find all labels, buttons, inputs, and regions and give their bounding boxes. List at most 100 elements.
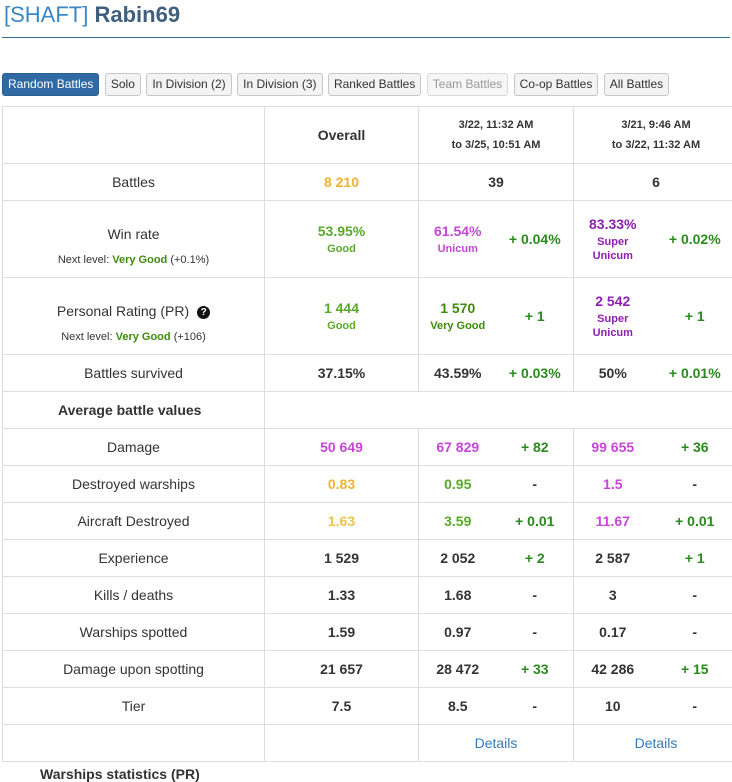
survived-p1: 43.59% bbox=[419, 355, 497, 392]
pr-period-1: 1 570 Very Good bbox=[419, 278, 497, 355]
tab-solo[interactable]: Solo bbox=[105, 73, 141, 96]
row-label: Tier bbox=[3, 688, 265, 725]
warships-statistics-title: Warships statistics (PR) bbox=[40, 766, 200, 782]
details-link-period-1[interactable]: Details bbox=[419, 725, 574, 762]
aircraft-overall: 1.63 bbox=[265, 503, 419, 540]
aircraft-p1-delta: + 0.01 bbox=[497, 503, 574, 540]
winrate-period-2: 83.33% Super Unicum bbox=[574, 201, 652, 278]
row-spotted: Warships spotted 1.59 0.97 - 0.17 - bbox=[3, 614, 732, 651]
destroyed-p1-delta: - bbox=[497, 466, 574, 503]
tier-p1: 8.5 bbox=[419, 688, 497, 725]
next-level-prefix: Next level: bbox=[61, 331, 112, 343]
survived-p1-delta: + 0.03% bbox=[497, 355, 574, 392]
next-level-name: Very Good bbox=[116, 331, 171, 343]
tab-ranked-battles[interactable]: Ranked Battles bbox=[328, 73, 421, 96]
survived-overall: 37.15% bbox=[265, 355, 419, 392]
pr-period-2: 2 542 Super Unicum bbox=[574, 278, 652, 355]
row-label: Destroyed warships bbox=[3, 466, 265, 503]
tier-p2: 10 bbox=[574, 688, 652, 725]
pr-p1-delta: + 1 bbox=[497, 278, 574, 355]
kd-p1: 1.68 bbox=[419, 577, 497, 614]
aircraft-p1: 3.59 bbox=[419, 503, 497, 540]
row-experience: Experience 1 529 2 052 + 2 2 587 + 1 bbox=[3, 540, 732, 577]
pr-p2-tier-2: Unicum bbox=[574, 327, 652, 339]
help-icon[interactable]: ? bbox=[197, 306, 210, 319]
battles-period-1: 39 bbox=[419, 164, 574, 201]
section-empty bbox=[265, 392, 732, 429]
player-header: [SHAFT] Rabin69 bbox=[2, 0, 730, 38]
tier-overall: 7.5 bbox=[265, 688, 419, 725]
damage-p1-delta: + 82 bbox=[497, 429, 574, 466]
spotted-overall: 1.59 bbox=[265, 614, 419, 651]
stats-table: Overall 3/22, 11:32 AM to 3/25, 10:51 AM… bbox=[2, 106, 732, 762]
kd-p1-delta: - bbox=[497, 577, 574, 614]
row-label: Kills / deaths bbox=[3, 577, 265, 614]
battles-period-2: 6 bbox=[574, 164, 732, 201]
row-label: Personal Rating (PR) bbox=[57, 303, 189, 319]
clan-tag[interactable]: [SHAFT] bbox=[4, 2, 88, 27]
spotdmg-p2-delta: + 15 bbox=[652, 651, 732, 688]
row-section-average: Average battle values bbox=[3, 392, 732, 429]
winrate-overall-value: 53.95% bbox=[318, 223, 365, 239]
winrate-p2-tier-1: Super bbox=[574, 236, 652, 248]
row-battles: Battles 8 210 39 6 bbox=[3, 164, 732, 201]
survived-p2: 50% bbox=[574, 355, 652, 392]
spotted-p2-delta: - bbox=[652, 614, 732, 651]
header-period-1: 3/22, 11:32 AM to 3/25, 10:51 AM bbox=[419, 107, 574, 164]
winrate-overall: 53.95% Good bbox=[265, 201, 419, 278]
experience-p2-delta: + 1 bbox=[652, 540, 732, 577]
kd-p2-delta: - bbox=[652, 577, 732, 614]
period-2-start: 3/21, 9:46 AM bbox=[574, 115, 732, 135]
survived-p2-delta: + 0.01% bbox=[652, 355, 732, 392]
winrate-period-1: 61.54% Unicum bbox=[419, 201, 497, 278]
row-label: Warships spotted bbox=[3, 614, 265, 651]
row-damage: Damage 50 649 67 829 + 82 99 655 + 36 bbox=[3, 429, 732, 466]
row-tier: Tier 7.5 8.5 - 10 - bbox=[3, 688, 732, 725]
spotted-p1-delta: - bbox=[497, 614, 574, 651]
tab-team-battles: Team Battles bbox=[427, 73, 508, 96]
header-overall: Overall bbox=[265, 107, 419, 164]
row-details: Details Details bbox=[3, 725, 732, 762]
damage-p1: 67 829 bbox=[419, 429, 497, 466]
destroyed-p2-delta: - bbox=[652, 466, 732, 503]
destroyed-overall: 0.83 bbox=[265, 466, 419, 503]
details-empty bbox=[3, 725, 265, 762]
pr-overall-tier: Good bbox=[265, 320, 418, 332]
winrate-p1-tier: Unicum bbox=[419, 243, 497, 255]
row-label: Damage upon spotting bbox=[3, 651, 265, 688]
tab-division-3[interactable]: In Division (3) bbox=[237, 73, 322, 96]
winrate-label-cell: Win rate Next level: Very Good (+0.1%) bbox=[3, 201, 265, 278]
spotted-p2: 0.17 bbox=[574, 614, 652, 651]
spotdmg-p1: 28 472 bbox=[419, 651, 497, 688]
damage-p2-delta: + 36 bbox=[652, 429, 732, 466]
destroyed-p1: 0.95 bbox=[419, 466, 497, 503]
spotdmg-overall: 21 657 bbox=[265, 651, 419, 688]
pr-p1-value: 1 570 bbox=[440, 300, 475, 316]
tab-all-battles[interactable]: All Battles bbox=[604, 73, 669, 96]
row-label: Damage bbox=[3, 429, 265, 466]
period-1-end: to 3/25, 10:51 AM bbox=[419, 135, 573, 155]
pr-p1-tier: Very Good bbox=[419, 320, 497, 332]
winrate-next-level: Next level: Very Good (+0.1%) bbox=[3, 254, 264, 266]
experience-p2: 2 587 bbox=[574, 540, 652, 577]
header-period-2: 3/21, 9:46 AM to 3/22, 11:32 AM bbox=[574, 107, 732, 164]
tier-p2-delta: - bbox=[652, 688, 732, 725]
row-destroyed: Destroyed warships 0.83 0.95 - 1.5 - bbox=[3, 466, 732, 503]
row-label: Win rate bbox=[3, 226, 264, 242]
tab-random-battles[interactable]: Random Battles bbox=[2, 73, 99, 96]
next-level-delta: (+106) bbox=[174, 331, 206, 343]
period-1-start: 3/22, 11:32 AM bbox=[419, 115, 573, 135]
pr-p2-tier-1: Super bbox=[574, 313, 652, 325]
player-title: [SHAFT] Rabin69 bbox=[4, 1, 180, 29]
details-link-period-2[interactable]: Details bbox=[574, 725, 732, 762]
row-label: Aircraft Destroyed bbox=[3, 503, 265, 540]
winrate-p2-delta: + 0.02% bbox=[652, 201, 732, 278]
row-spotting-damage: Damage upon spotting 21 657 28 472 + 33 … bbox=[3, 651, 732, 688]
row-survived: Battles survived 37.15% 43.59% + 0.03% 5… bbox=[3, 355, 732, 392]
player-nickname: Rabin69 bbox=[94, 2, 180, 27]
tab-division-2[interactable]: In Division (2) bbox=[146, 73, 231, 96]
damage-overall: 50 649 bbox=[265, 429, 419, 466]
tab-coop-battles[interactable]: Co-op Battles bbox=[514, 73, 599, 96]
pr-p2-delta: + 1 bbox=[652, 278, 732, 355]
aircraft-p2: 11.67 bbox=[574, 503, 652, 540]
